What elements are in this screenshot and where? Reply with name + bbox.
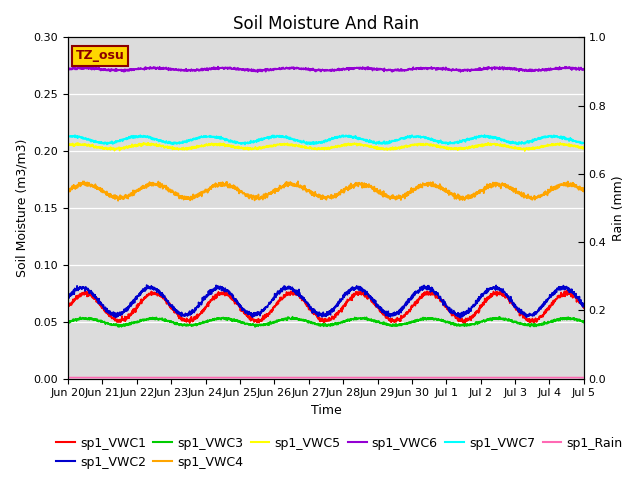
sp1_VWC3 (565, 316, 573, 322)
X-axis label: Time: Time (310, 404, 341, 417)
sp1_VWC5 (470, 144, 478, 150)
sp1_VWC6 (580, 67, 588, 72)
sp1_VWC6 (64, 67, 72, 72)
sp1_VWC5 (316, 145, 323, 151)
sp1_VWC7 (566, 137, 573, 143)
sp1_Rain (90, 375, 98, 381)
sp1_VWC1 (90, 295, 98, 301)
sp1_VWC1 (470, 312, 478, 317)
Line: sp1_VWC5: sp1_VWC5 (68, 143, 584, 151)
sp1_VWC4 (115, 198, 122, 204)
sp1_VWC6 (566, 65, 573, 71)
sp1_VWC2 (457, 315, 465, 321)
sp1_VWC3 (471, 321, 479, 327)
sp1_VWC4 (302, 187, 310, 192)
sp1_VWC2 (565, 288, 573, 293)
sp1_VWC1 (301, 300, 309, 305)
Y-axis label: Soil Moisture (m3/m3): Soil Moisture (m3/m3) (15, 139, 28, 277)
sp1_VWC3 (316, 323, 323, 328)
sp1_Rain (580, 375, 588, 381)
sp1_VWC5 (565, 141, 573, 147)
sp1_VWC2 (301, 300, 309, 305)
sp1_VWC4 (64, 189, 72, 195)
Title: Soil Moisture And Rain: Soil Moisture And Rain (233, 15, 419, 33)
sp1_VWC3 (289, 314, 296, 320)
sp1_VWC6 (214, 64, 222, 70)
sp1_VWC5 (90, 144, 98, 149)
sp1_Rain (565, 375, 573, 381)
sp1_VWC7 (580, 140, 588, 146)
Line: sp1_VWC3: sp1_VWC3 (68, 317, 584, 327)
sp1_Rain (315, 375, 323, 381)
sp1_VWC1 (566, 291, 573, 297)
sp1_VWC5 (580, 144, 588, 150)
sp1_VWC5 (566, 141, 573, 147)
Y-axis label: Rain (mm): Rain (mm) (612, 175, 625, 241)
sp1_VWC7 (565, 138, 573, 144)
sp1_VWC3 (566, 316, 573, 322)
sp1_VWC3 (580, 320, 588, 325)
sp1_VWC7 (470, 135, 478, 141)
Line: sp1_VWC7: sp1_VWC7 (68, 135, 584, 144)
sp1_Rain (64, 375, 72, 381)
sp1_VWC4 (294, 179, 302, 184)
Line: sp1_VWC4: sp1_VWC4 (68, 181, 584, 201)
sp1_VWC5 (64, 143, 72, 148)
sp1_VWC5 (145, 140, 152, 145)
Text: TZ_osu: TZ_osu (76, 49, 125, 62)
sp1_VWC7 (64, 133, 72, 139)
Line: sp1_VWC6: sp1_VWC6 (68, 67, 584, 72)
sp1_VWC2 (566, 289, 573, 295)
sp1_VWC1 (315, 314, 323, 320)
sp1_VWC4 (316, 192, 323, 198)
sp1_VWC4 (566, 181, 573, 187)
sp1_VWC2 (64, 295, 72, 301)
sp1_Rain (470, 375, 478, 381)
sp1_Rain (564, 375, 572, 381)
sp1_VWC4 (565, 183, 573, 189)
sp1_VWC1 (461, 321, 469, 327)
sp1_VWC4 (471, 194, 479, 200)
sp1_VWC1 (64, 303, 72, 309)
sp1_VWC5 (301, 144, 309, 149)
sp1_VWC6 (254, 69, 262, 75)
Legend: sp1_VWC1, sp1_VWC2, sp1_VWC3, sp1_VWC4, sp1_VWC5, sp1_VWC6, sp1_VWC7, sp1_Rain: sp1_VWC1, sp1_VWC2, sp1_VWC3, sp1_VWC4, … (51, 432, 627, 474)
sp1_VWC1 (565, 290, 573, 296)
sp1_VWC1 (580, 305, 588, 311)
sp1_Rain (301, 375, 309, 381)
sp1_VWC6 (316, 68, 323, 73)
sp1_VWC7 (241, 142, 249, 147)
sp1_VWC7 (316, 140, 323, 145)
Line: sp1_VWC2: sp1_VWC2 (68, 285, 584, 318)
sp1_VWC2 (316, 309, 323, 315)
sp1_VWC1 (563, 288, 571, 293)
sp1_VWC7 (90, 139, 98, 144)
sp1_VWC2 (143, 282, 150, 288)
sp1_VWC7 (301, 140, 309, 146)
sp1_VWC6 (565, 65, 573, 71)
sp1_VWC4 (580, 186, 588, 192)
sp1_VWC2 (90, 294, 98, 300)
sp1_VWC6 (302, 67, 310, 72)
sp1_VWC5 (521, 148, 529, 154)
sp1_VWC3 (90, 316, 98, 322)
sp1_VWC7 (481, 132, 488, 138)
sp1_VWC2 (471, 302, 479, 308)
sp1_VWC4 (90, 185, 98, 191)
sp1_VWC3 (64, 319, 72, 325)
sp1_VWC3 (302, 318, 310, 324)
sp1_VWC2 (580, 302, 588, 308)
sp1_VWC6 (90, 67, 98, 72)
sp1_VWC3 (252, 324, 259, 330)
Line: sp1_VWC1: sp1_VWC1 (68, 290, 584, 324)
sp1_VWC6 (471, 67, 479, 73)
